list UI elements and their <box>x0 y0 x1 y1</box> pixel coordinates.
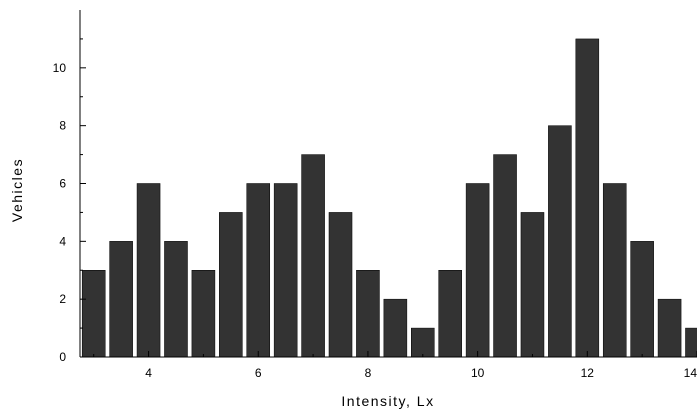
bar-9 <box>328 212 353 358</box>
bars-group <box>81 38 697 358</box>
bar-6 <box>246 183 271 358</box>
bar-2 <box>136 183 161 358</box>
bar-1 <box>109 241 133 358</box>
x-tick-label: 14 <box>684 366 697 380</box>
bar-4 <box>191 270 216 358</box>
bar-8 <box>301 154 325 358</box>
x-tick-label: 8 <box>365 366 372 380</box>
bar-5 <box>219 212 243 358</box>
y-ticks-group: 0 2 4 6 8 10 <box>53 38 86 364</box>
bar-0 <box>81 270 106 358</box>
bar-17 <box>548 125 572 358</box>
bar-14 <box>465 183 490 358</box>
bar-10 <box>356 270 380 358</box>
bar-19 <box>602 183 627 358</box>
bar-3 <box>164 241 188 358</box>
bar-20 <box>630 241 654 358</box>
y-tick-label: 2 <box>59 292 66 306</box>
bar-22 <box>685 327 697 358</box>
bar-11 <box>383 298 408 358</box>
bar-21 <box>657 298 682 358</box>
bar-7 <box>273 183 298 358</box>
bar-15 <box>493 154 517 358</box>
y-axis-title: Vehicles <box>9 158 25 222</box>
y-tick-label: 4 <box>59 234 66 248</box>
bar-18 <box>575 38 600 358</box>
y-tick-label: 0 <box>59 350 66 364</box>
x-tick-label: 12 <box>581 366 595 380</box>
x-tick-label: 10 <box>471 366 485 380</box>
bar-12 <box>411 327 435 358</box>
x-tick-label: 4 <box>145 366 152 380</box>
x-tick-label: 6 <box>255 366 262 380</box>
bar-16 <box>520 212 545 358</box>
y-tick-label: 6 <box>59 177 66 191</box>
x-axis-title: Intensity, Lx <box>341 393 434 409</box>
y-tick-label: 10 <box>53 61 67 75</box>
x-ticks-group: 4 6 8 10 12 14 <box>93 351 697 380</box>
y-tick-label: 8 <box>59 119 66 133</box>
bar-13 <box>438 270 462 358</box>
